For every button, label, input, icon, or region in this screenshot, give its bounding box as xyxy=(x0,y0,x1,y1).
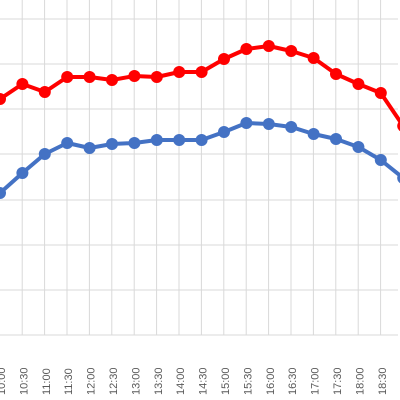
x-tick-label: 16:30 xyxy=(287,367,299,395)
x-tick-label: 17:00 xyxy=(310,367,322,395)
data-point xyxy=(330,68,342,80)
x-tick-label: 15:30 xyxy=(242,367,254,395)
x-tick-label: 12:30 xyxy=(108,367,120,395)
data-point xyxy=(150,71,163,83)
data-point xyxy=(397,120,400,132)
x-tick-label: 16:00 xyxy=(265,367,277,395)
x-tick-label: 17:30 xyxy=(332,367,344,395)
data-point xyxy=(285,121,298,133)
data-point xyxy=(285,45,298,57)
data-point xyxy=(397,172,400,184)
data-point xyxy=(150,134,163,146)
data-point xyxy=(307,128,320,140)
data-point xyxy=(83,71,96,83)
data-point xyxy=(307,52,320,64)
x-tick-label: 14:30 xyxy=(198,367,210,395)
x-tick-label: 10:30 xyxy=(18,367,30,395)
data-point xyxy=(352,141,365,153)
x-tick-label: 11:30 xyxy=(63,368,75,395)
data-point xyxy=(195,66,208,78)
data-point xyxy=(38,148,51,160)
series-layer xyxy=(0,40,400,199)
data-point xyxy=(61,137,74,149)
x-tick-label: 11:00 xyxy=(41,368,53,395)
series-line xyxy=(0,44,400,125)
x-tick-label: 13:00 xyxy=(130,367,142,395)
data-point xyxy=(61,71,74,83)
data-point xyxy=(352,78,365,90)
data-point xyxy=(374,87,387,99)
data-point xyxy=(0,93,6,105)
data-point xyxy=(106,138,118,150)
grid xyxy=(0,0,398,336)
data-point xyxy=(330,133,342,145)
data-point xyxy=(195,134,208,146)
data-point xyxy=(218,53,230,65)
x-tick-label: 12:00 xyxy=(86,367,98,395)
series-blue xyxy=(0,117,400,199)
data-point xyxy=(262,118,275,130)
x-tick-label: 18:30 xyxy=(377,367,389,395)
series-line xyxy=(0,121,400,195)
series-red xyxy=(0,40,400,132)
x-tick-label: 18:00 xyxy=(354,367,366,395)
data-point xyxy=(173,134,186,146)
data-point xyxy=(16,78,29,90)
data-point xyxy=(262,40,275,52)
data-point xyxy=(128,137,141,149)
x-tick-label: 10:00 xyxy=(0,367,8,395)
x-axis-tick-labels: 10:00 10:30 11:00 11:30 12:00 12:30 13:00 13:30… xyxy=(0,367,400,395)
data-point xyxy=(240,43,253,55)
data-point xyxy=(128,70,141,82)
data-point xyxy=(240,117,253,129)
data-point xyxy=(374,154,387,166)
data-point xyxy=(173,66,186,78)
data-point xyxy=(218,126,230,138)
x-tick-label: 13:30 xyxy=(153,367,165,395)
data-point xyxy=(0,187,6,199)
x-tick-label: 15:00 xyxy=(220,367,232,395)
data-point xyxy=(38,86,51,98)
x-tick-label: 14:00 xyxy=(175,367,187,395)
data-point xyxy=(83,142,96,154)
data-point xyxy=(16,167,29,179)
data-point xyxy=(106,74,118,86)
